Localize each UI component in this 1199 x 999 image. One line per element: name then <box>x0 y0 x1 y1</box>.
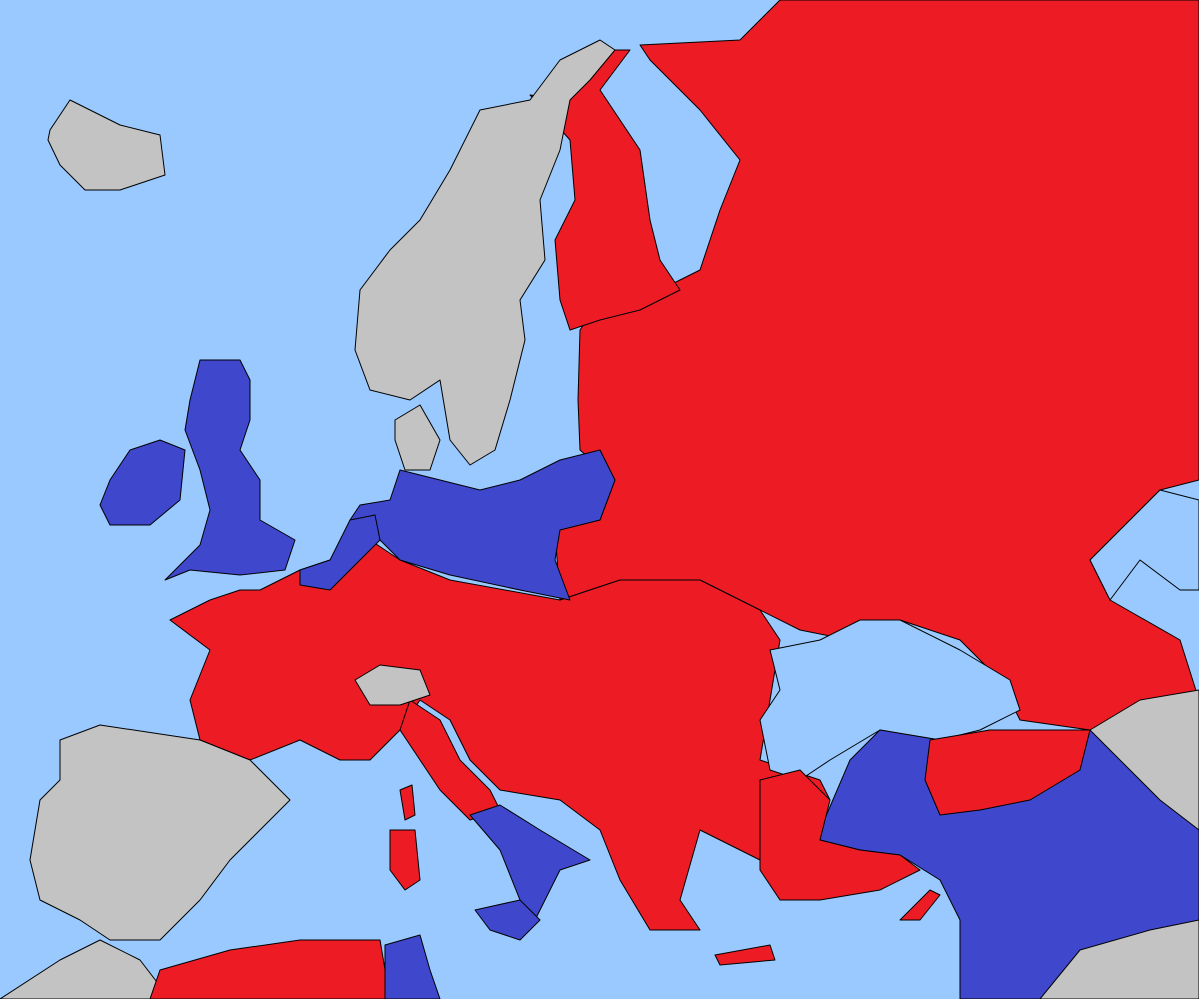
region-cyprus <box>899 889 941 921</box>
region-caspian-sea <box>1089 489 1199 601</box>
region-arabia <box>1039 919 1199 999</box>
region-tunisia <box>384 934 441 999</box>
region-crete <box>714 944 776 966</box>
region-corsica <box>399 784 416 821</box>
region-sardinia <box>389 829 421 891</box>
region-iceland <box>47 99 166 191</box>
region-caucasus <box>924 729 1091 816</box>
region-scandinavia <box>354 39 616 466</box>
region-continental-europe <box>169 539 831 931</box>
region-morocco <box>0 939 171 999</box>
region-denmark <box>394 404 441 471</box>
region-iberia <box>29 724 291 941</box>
region-italy-south <box>469 804 591 931</box>
region-ireland <box>99 439 186 526</box>
region-algeria <box>149 939 391 999</box>
region-anatolia-west <box>759 769 921 901</box>
region-sicily <box>474 899 541 941</box>
region-great-britain <box>164 359 296 581</box>
region-switzerland <box>354 664 431 706</box>
region-benelux <box>299 514 381 591</box>
region-persia <box>1089 689 1199 831</box>
